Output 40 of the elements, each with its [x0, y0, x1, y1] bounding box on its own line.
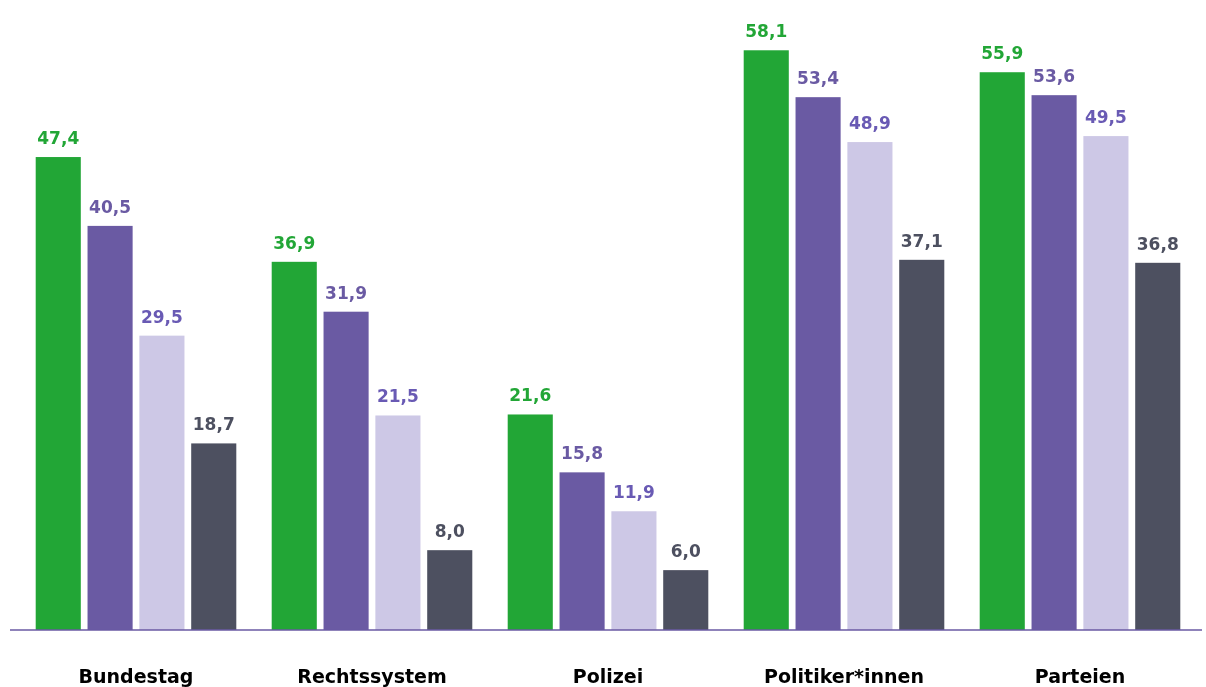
- data-label: 53,4: [797, 68, 840, 89]
- bar: [899, 259, 945, 630]
- data-label: 36,8: [1136, 233, 1179, 254]
- bar: [743, 50, 789, 630]
- data-label: 18,7: [192, 414, 235, 435]
- x-tick-label: Polizei: [572, 665, 644, 687]
- bar: [375, 415, 421, 630]
- bar: [1135, 262, 1181, 630]
- x-tick-label: Parteien: [1034, 665, 1126, 687]
- bar: [139, 335, 185, 630]
- bar: [663, 570, 709, 630]
- data-label: 53,6: [1033, 66, 1076, 87]
- bar: [271, 261, 317, 630]
- data-label: 11,9: [612, 482, 655, 503]
- bar: [979, 72, 1025, 630]
- bar: [611, 511, 657, 630]
- data-label: 15,8: [561, 443, 604, 464]
- data-label: 8,0: [434, 521, 465, 542]
- data-label: 21,6: [509, 385, 552, 406]
- data-label: 31,9: [325, 282, 368, 303]
- bar: [191, 443, 237, 630]
- bar: [427, 550, 473, 630]
- data-label: 47,4: [37, 128, 80, 149]
- bar: [35, 157, 81, 630]
- data-label: 55,9: [981, 43, 1024, 64]
- bar: [507, 414, 553, 630]
- data-label: 40,5: [89, 196, 132, 217]
- data-label: 29,5: [140, 306, 183, 327]
- data-label: 49,5: [1084, 107, 1127, 128]
- data-label: 37,1: [900, 230, 943, 251]
- x-tick-label: Rechtssystem: [297, 665, 447, 687]
- x-tick-label: Bundestag: [78, 665, 194, 687]
- data-label: 36,9: [273, 232, 316, 253]
- bar: [1083, 136, 1129, 630]
- data-label: 21,5: [376, 386, 419, 407]
- bar: [847, 142, 893, 630]
- data-label: 48,9: [848, 113, 891, 134]
- x-tick-label: Politiker*innen: [764, 665, 924, 687]
- data-label: 58,1: [745, 21, 788, 42]
- data-label: 6,0: [670, 541, 701, 562]
